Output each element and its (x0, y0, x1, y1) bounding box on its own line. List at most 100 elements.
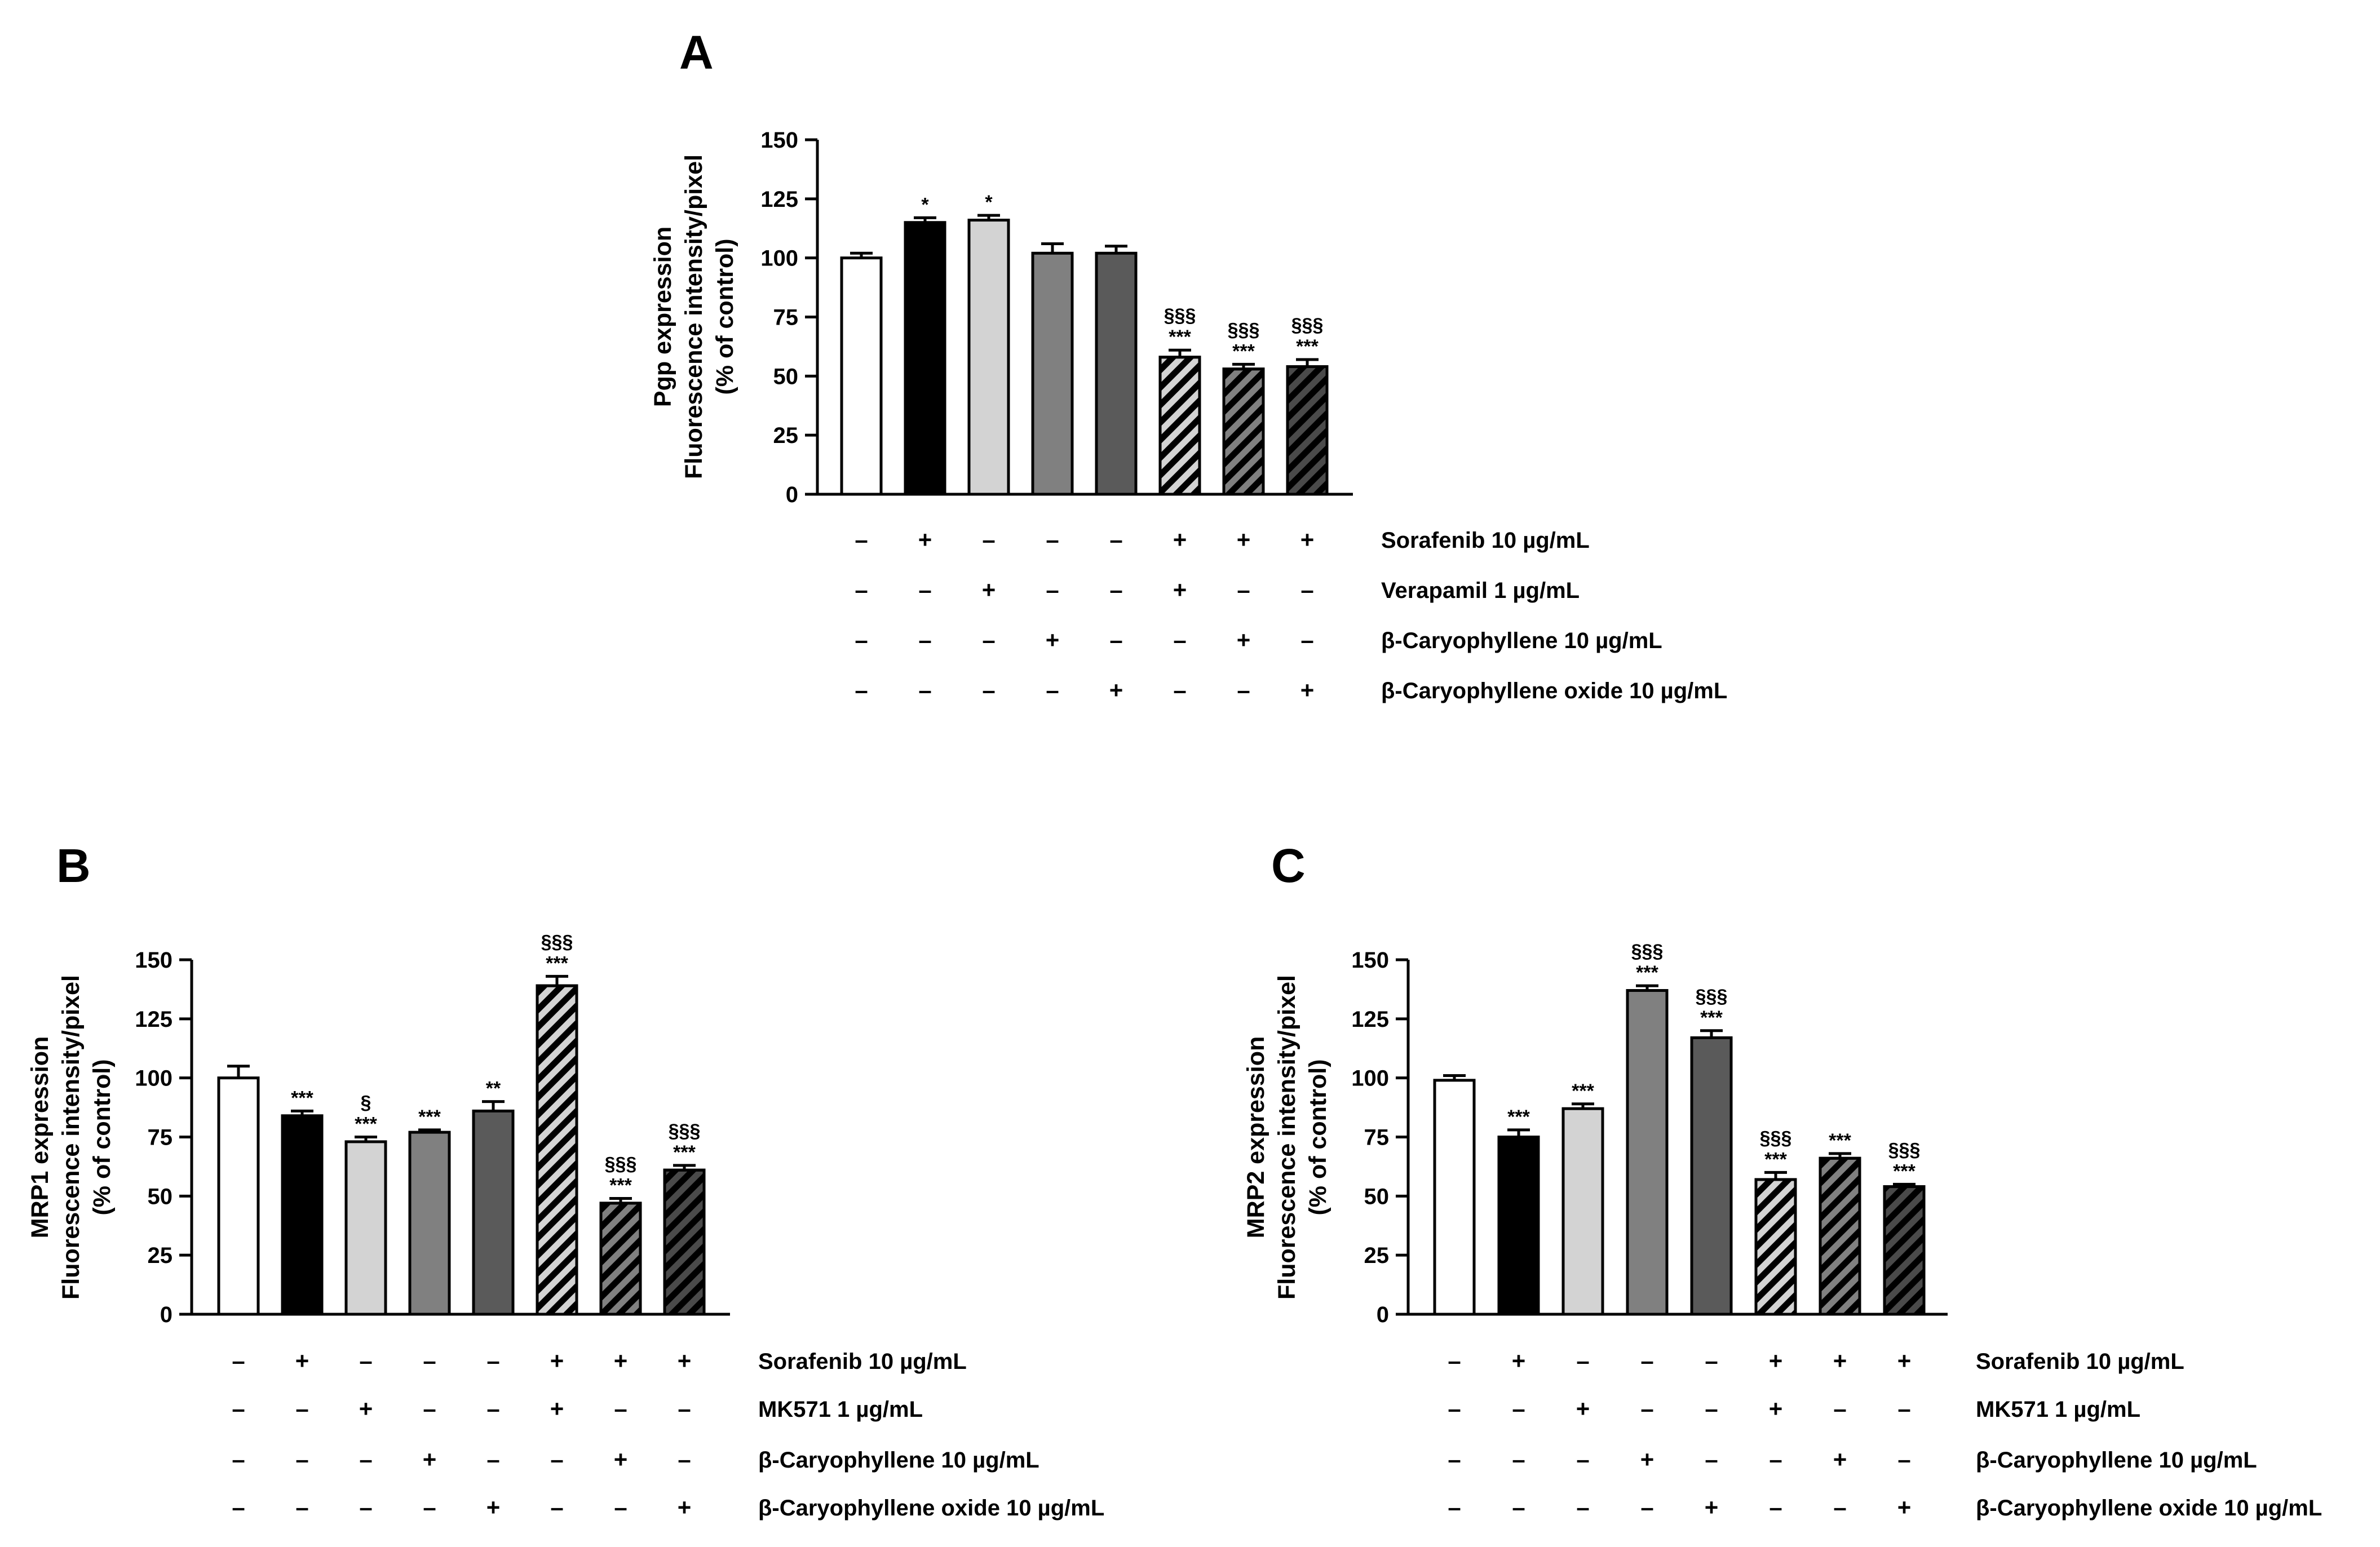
panel-label-a: A (679, 26, 714, 79)
treatment-label: β-Caryophyllene oxide 10 µg/mL (758, 1496, 1104, 1521)
treatment-sign: – (678, 1446, 691, 1473)
treatment-sign: + (1300, 677, 1315, 703)
bar (408, 1131, 451, 1316)
treatment-sign: – (232, 1446, 245, 1473)
treatment-sign: + (1833, 1446, 1847, 1473)
y-tick-label: 100 (135, 1066, 172, 1091)
treatment-sign: + (678, 1494, 692, 1521)
treatment-sign: – (1512, 1494, 1525, 1521)
treatment-sign: + (918, 526, 932, 553)
treatment-sign: – (359, 1347, 372, 1374)
treatment-sign: + (614, 1347, 628, 1374)
treatment-sign: – (1046, 577, 1059, 603)
bar (840, 256, 883, 496)
treatment-sign: + (1237, 627, 1251, 653)
treatment-sign: – (486, 1395, 499, 1422)
bar (1690, 1036, 1733, 1316)
treatment-label: β-Caryophyllene 10 µg/mL (758, 1448, 1039, 1473)
treatment-sign: – (423, 1494, 436, 1521)
significance-label: * (921, 194, 929, 215)
treatment-sign: – (1109, 627, 1122, 653)
bar-hatch (536, 984, 578, 1316)
y-tick-label: 75 (148, 1125, 173, 1150)
treatment-sign: + (1512, 1347, 1526, 1374)
treatment-sign: – (423, 1347, 436, 1374)
significance-label: *** (418, 1106, 441, 1128)
bar (967, 219, 1010, 496)
significance-label: *** (1296, 336, 1319, 357)
significance-label: *** (1700, 1007, 1723, 1029)
treatment-label: Sorafenib 10 µg/mL (758, 1349, 967, 1374)
treatment-sign: – (486, 1347, 499, 1374)
bar (1561, 1107, 1604, 1316)
treatment-sign: – (1300, 577, 1313, 603)
y-tick-label: 0 (160, 1302, 172, 1327)
treatment-sign: – (855, 526, 868, 553)
significance-label: *** (1893, 1160, 1915, 1182)
bar-hatch (1819, 1156, 1861, 1316)
treatment-sign: – (1576, 1494, 1589, 1521)
treatment-sign: – (232, 1395, 245, 1422)
bar (1626, 989, 1669, 1316)
bar (1497, 1136, 1540, 1316)
treatment-sign: – (423, 1395, 436, 1422)
y-tick-label: 75 (773, 305, 799, 330)
y-axis-label: MRP2 expression (1242, 1036, 1269, 1238)
significance-label: §§§ (669, 1120, 701, 1142)
treatment-sign: – (1173, 677, 1186, 703)
bar (1031, 251, 1074, 496)
significance-label: §§§ (1631, 941, 1664, 962)
treatment-sign: + (1769, 1347, 1783, 1374)
significance-label: *** (609, 1175, 632, 1196)
treatment-sign: – (1300, 627, 1313, 653)
treatment-label: β-Caryophyllene oxide 10 µg/mL (1381, 679, 1727, 703)
y-tick-label: 75 (1364, 1125, 1390, 1150)
significance-label: *** (1169, 326, 1191, 348)
treatment-sign: – (1769, 1494, 1782, 1521)
treatment-sign: + (295, 1347, 309, 1374)
treatment-sign: – (614, 1395, 627, 1422)
treatment-sign: + (1705, 1494, 1719, 1521)
y-tick-label: 25 (148, 1243, 173, 1268)
y-axis-label: Fluorescence intensity/pixel (1273, 975, 1300, 1300)
significance-label: *** (1232, 340, 1255, 362)
treatment-label: Sorafenib 10 µg/mL (1976, 1349, 2184, 1374)
treatment-sign: – (1448, 1395, 1461, 1422)
significance-label: §§§ (541, 931, 573, 952)
treatment-sign: – (359, 1446, 372, 1473)
treatment-label: β-Caryophyllene oxide 10 µg/mL (1976, 1496, 2322, 1521)
y-tick-label: 25 (773, 423, 799, 448)
treatment-sign: + (550, 1395, 564, 1422)
treatment-label: MK571 1 µg/mL (1976, 1397, 2140, 1422)
y-tick-label: 50 (773, 364, 799, 389)
treatment-sign: – (982, 627, 995, 653)
y-tick-label: 125 (1351, 1007, 1389, 1032)
significance-label: ** (486, 1078, 501, 1100)
treatment-sign: – (1705, 1446, 1718, 1473)
treatment-sign: + (1897, 1347, 1912, 1374)
treatment-sign: – (1897, 1395, 1910, 1422)
treatment-sign: – (1173, 627, 1186, 653)
treatment-sign: + (1897, 1494, 1912, 1521)
significance-label: *** (673, 1142, 696, 1163)
treatment-sign: + (1046, 627, 1060, 653)
treatment-sign: – (1512, 1446, 1525, 1473)
treatment-sign: – (1705, 1395, 1718, 1422)
y-tick-label: 100 (760, 246, 798, 271)
significance-label: *** (1764, 1149, 1787, 1170)
significance-label: §§§ (605, 1154, 637, 1175)
treatment-sign: – (1237, 577, 1250, 603)
bar-hatch (599, 1202, 642, 1316)
treatment-sign: – (1576, 1446, 1589, 1473)
treatment-sign: + (1173, 577, 1187, 603)
significance-label: *** (546, 952, 568, 974)
treatment-sign: + (1769, 1395, 1783, 1422)
treatment-sign: – (550, 1494, 563, 1521)
treatment-sign: – (1833, 1494, 1846, 1521)
y-axis-label: Fluorescence intensity/pixel (680, 154, 707, 479)
treatment-sign: – (1448, 1446, 1461, 1473)
treatment-sign: – (982, 526, 995, 553)
treatment-sign: + (982, 577, 996, 603)
treatment-sign: – (918, 627, 931, 653)
treatment-sign: + (614, 1446, 628, 1473)
